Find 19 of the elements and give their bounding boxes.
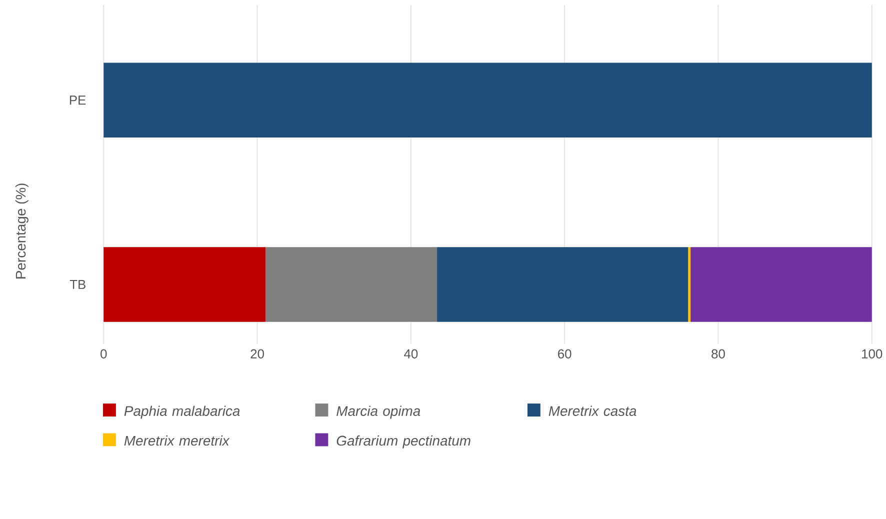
legend-label: Marcia opima [336,406,420,419]
legend-label: Gafrarium pectinatum [336,435,470,448]
y-axis-title: Percentage (%) [15,184,28,278]
bar [104,247,266,322]
x-tick-label: 80 [712,349,725,358]
bar [104,62,872,138]
legend-label: Meretrix meretrix [124,435,230,446]
x-tick-label: 100 [862,349,882,358]
x-tick-label: 0 [100,349,107,358]
bar [690,247,872,322]
bar [437,247,688,322]
x-tick-label: 40 [404,349,418,358]
y-tick-label: PE [70,96,86,105]
x-tick-label: 20 [250,349,264,358]
legend-label: Meretrix casta [548,406,636,416]
x-tick-label: 60 [558,349,572,358]
bar [266,247,438,322]
y-tick-label: TB [70,280,86,289]
legend-label: Paphia malabarica [124,406,240,419]
